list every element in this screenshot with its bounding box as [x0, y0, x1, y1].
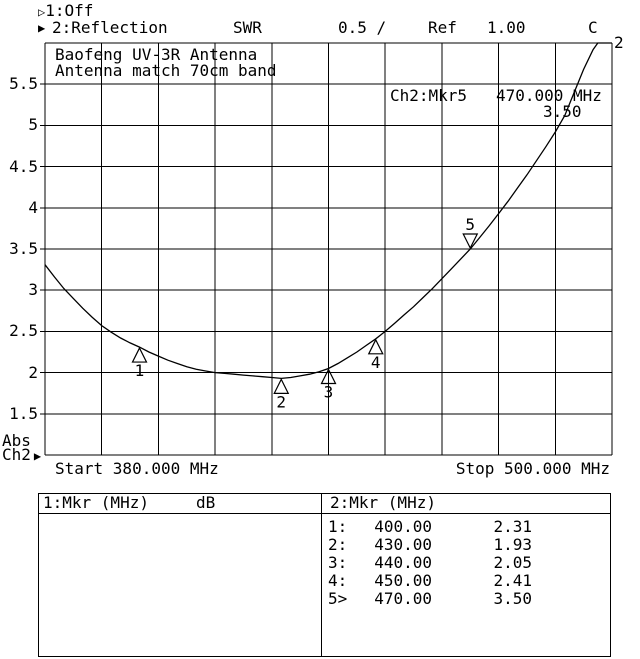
y-tick-label: 5: [28, 115, 38, 135]
marker-table-cell: 3.50: [493, 589, 532, 608]
marker-table-cell: 1.93: [493, 535, 532, 554]
y-axis-channel-label: Ch2 ▶: [2, 447, 41, 463]
marker-table-row: 5> 470.00 3.50: [322, 591, 610, 609]
plot-title: Baofeng UV-3R Antenna Antenna match 70cm …: [55, 47, 277, 79]
ch1-header-unit: dB: [196, 493, 216, 512]
marker-3-number: 3: [324, 382, 334, 401]
marker-2-number: 2: [276, 392, 286, 411]
ch1-header-title: 1:Mkr (MHz): [43, 493, 149, 512]
marker-5-triangle-icon: [462, 233, 479, 250]
marker-table-row: 2: 430.00 1.93: [322, 537, 610, 555]
status-line-1: ▷1:Off: [38, 3, 93, 19]
y-tick-label: 2: [28, 362, 38, 382]
ch2-header-title: 2:Mkr (MHz): [330, 493, 436, 512]
marker-table-cell: 4:: [328, 571, 348, 590]
scale-per-div: 0.5 /: [338, 18, 387, 37]
marker-table-cell: 5>: [328, 589, 348, 608]
marker-table-cell: 2:: [328, 535, 348, 554]
marker-table-cell: 430.00: [374, 535, 432, 554]
marker-readout-freq: Ch2:Mkr5 470.000 MHz: [390, 86, 602, 105]
marker-table-cell: 2.05: [493, 553, 532, 572]
y-tick-label: 4: [28, 197, 38, 217]
format-label: SWR: [233, 18, 262, 37]
ref-label: Ref: [428, 18, 457, 37]
marker-table-row: 3: 440.00 2.05: [322, 555, 610, 573]
channel1-inactive-arrow-icon: ▷: [38, 5, 46, 19]
marker-table-cell: 2.31: [493, 517, 532, 536]
y-tick-label: 5.5: [9, 74, 38, 94]
marker-readout-value: 3.50: [543, 102, 582, 121]
marker-table-ch2-body: 1: 400.00 2.31 2: 430.00 1.93 3: 440.00 2.05 4: 45…: [322, 514, 610, 609]
start-frequency-label: Start 380.000 MHz: [55, 459, 219, 478]
y-tick-label: 1.5: [9, 403, 38, 423]
marker-3-triangle-icon: [320, 368, 337, 385]
marker-table-row: 4: 450.00 2.41: [322, 573, 610, 591]
correction-flag: C: [588, 18, 598, 37]
marker-1-number: 1: [135, 361, 145, 380]
marker-table-cell: 470.00: [374, 589, 432, 608]
stop-frequency-label: Stop 500.000 MHz: [455, 459, 610, 478]
marker-table-ch2-header: 2:Mkr (MHz): [322, 494, 610, 514]
y-tick-label: 3: [28, 280, 38, 300]
marker-4-triangle-icon: [367, 338, 384, 355]
marker-table-cell: 1:: [328, 517, 348, 536]
channel2-active-arrow-icon: ▶: [38, 21, 46, 35]
trace-number-label: 2: [614, 33, 624, 52]
y-axis-mode-label: Abs: [2, 431, 31, 450]
marker-table-cell: 2.41: [493, 571, 532, 590]
y-tick-label: 4.5: [9, 156, 38, 176]
marker-table-cell: 450.00: [374, 571, 432, 590]
marker-4-number: 4: [371, 353, 381, 372]
channel2-measurement: 2:Reflection: [52, 18, 168, 37]
marker-table-ch1: 1:Mkr (MHz) dB: [38, 493, 322, 657]
channel-label-text: Ch2: [2, 445, 31, 464]
y-tick-label: 2.5: [9, 321, 38, 341]
channel1-status: 1:Off: [45, 1, 94, 20]
channel-arrow-icon: ▶: [33, 449, 42, 463]
marker-table-row: 1: 400.00 2.31: [322, 519, 610, 537]
marker-5-number: 5: [465, 215, 475, 234]
ref-value: 1.00: [487, 18, 526, 37]
marker-table-cell: 3:: [328, 553, 348, 572]
marker-table-cell: 400.00: [374, 517, 432, 536]
marker-2-triangle-icon: [273, 378, 290, 394]
marker-table-cell: 440.00: [374, 553, 432, 572]
marker-table-ch2: 2:Mkr (MHz) 1: 400.00 2.31 2: 430.00 1.93 3: 44…: [321, 493, 611, 657]
plot-title-line1: Baofeng UV-3R Antenna: [55, 45, 258, 64]
y-tick-label: 3.5: [9, 239, 38, 258]
marker-1-triangle-icon: [131, 346, 148, 363]
plot-title-line2: Antenna match 70cm band: [55, 61, 277, 80]
marker-table-ch1-header: 1:Mkr (MHz) dB: [39, 494, 321, 514]
